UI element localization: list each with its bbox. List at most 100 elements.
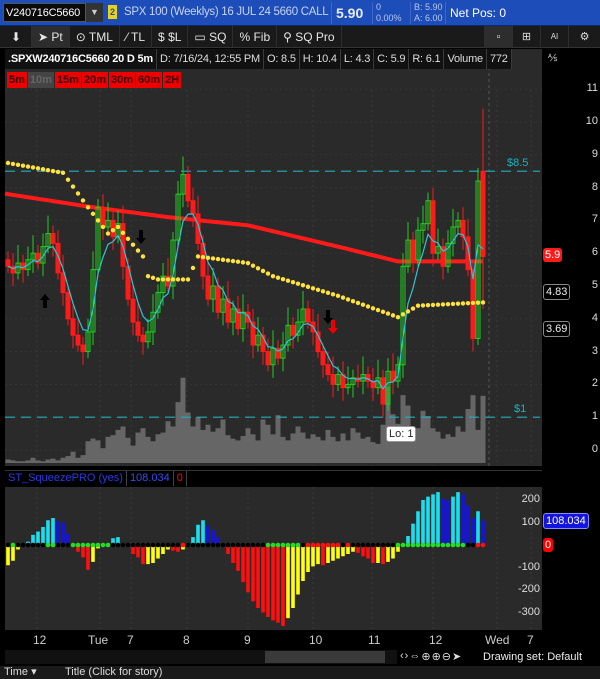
squeeze-dot: [335, 542, 341, 548]
symbol-input[interactable]: V240716C5660: [3, 3, 86, 22]
candle-down: [80, 344, 86, 353]
squeeze-bar: [416, 511, 420, 545]
squeeze-dot: [215, 542, 221, 548]
candle-down: [380, 377, 386, 405]
timeframe-60m[interactable]: 60m: [136, 72, 163, 88]
scrollbar-thumb[interactable]: [265, 651, 385, 663]
fib-button[interactable]: % Fib: [233, 26, 278, 48]
time-axis[interactable]: [5, 630, 542, 650]
dotted-average-point: [70, 184, 76, 189]
timeframe-30m[interactable]: 30m: [109, 72, 136, 88]
scroll-left-icon[interactable]: ‹: [400, 650, 404, 662]
dotted-average-point: [110, 228, 116, 233]
price-level-label[interactable]: $8.5: [507, 157, 529, 170]
squeeze-bar: [411, 523, 415, 545]
squeeze-dot: [395, 542, 401, 548]
sell-arrow-icon: [328, 320, 338, 334]
squeeze-bar: [281, 545, 285, 626]
price-level-label[interactable]: $1: [514, 403, 527, 416]
last-price: 5.90: [336, 5, 364, 21]
timeframe-15m[interactable]: 15m: [54, 72, 81, 88]
candle-up: [415, 229, 421, 261]
squeeze-bar: [156, 545, 160, 559]
squeeze-bar: [351, 545, 355, 552]
squeeze-dot: [250, 542, 256, 548]
single-layout-button[interactable]: ▫: [484, 26, 512, 48]
squeeze-bar: [461, 494, 465, 545]
candle-up: [420, 223, 426, 231]
sq-pro-label: SQ Pro: [295, 30, 335, 44]
squeeze-bar: [6, 545, 10, 566]
timeframe-5m[interactable]: 5m: [7, 72, 27, 88]
volume-bar: [285, 440, 291, 463]
squeeze-bar: [381, 545, 385, 565]
candle-up: [300, 308, 306, 323]
dotted-average-point: [185, 277, 191, 282]
volume-bar: [20, 461, 26, 463]
volume-bar: [10, 460, 16, 463]
bid: B: 5.90: [414, 2, 443, 12]
cursor-icon[interactable]: ➤: [452, 651, 462, 663]
candle-down: [460, 219, 466, 238]
dotted-average-point: [20, 163, 26, 168]
candle-up: [425, 200, 431, 225]
candle-down: [410, 239, 416, 261]
squeeze-dot: [295, 542, 301, 548]
dotted-average-point: [470, 300, 476, 306]
price-badge: 5.9: [543, 248, 563, 263]
timeframe-10m[interactable]: 10m: [27, 72, 54, 88]
pan-icon[interactable]: ⇔: [409, 650, 421, 662]
volume-bar: [145, 436, 151, 463]
volume-bar: [25, 460, 31, 463]
candle-down: [70, 318, 76, 336]
price-chart[interactable]: [5, 49, 542, 466]
crosshair-icon[interactable]: ⊕: [421, 651, 431, 663]
squeeze-dot: [200, 542, 206, 548]
candle-up: [210, 285, 216, 300]
dotted-average-point: [295, 281, 301, 286]
tml-button[interactable]: ⊙ TML: [70, 26, 120, 48]
title-column-header[interactable]: Title (Click for story): [65, 666, 163, 678]
time-column-header[interactable]: Time ▾: [4, 666, 37, 678]
pin-button[interactable]: ⬇: [5, 26, 32, 48]
volume-bar: [300, 432, 306, 463]
volume-bar: [30, 457, 36, 463]
squeeze-dot: [225, 542, 231, 548]
trendline-button[interactable]: ⁄ TL: [120, 26, 153, 48]
pointer-button[interactable]: ➤ Pt: [32, 26, 70, 48]
candle-up: [180, 173, 186, 195]
candle-down: [5, 259, 11, 267]
volume-bar: [50, 458, 56, 463]
candle-up: [445, 242, 451, 267]
square-button[interactable]: ▭ SQ: [188, 26, 234, 48]
dotted-average-point: [75, 191, 81, 196]
volume-bar: [340, 433, 346, 463]
scroll-right-icon[interactable]: ›: [404, 650, 409, 662]
pointer-icon: ➤: [38, 30, 52, 44]
dotted-average-point: [140, 254, 146, 259]
timeframe-20m[interactable]: 20m: [81, 72, 108, 88]
settings-button[interactable]: ⚙: [568, 26, 600, 48]
link-group-badge[interactable]: 2: [108, 5, 117, 19]
squeeze-dot: [480, 542, 486, 548]
squeeze-bar: [316, 545, 320, 565]
drawing-set-selector[interactable]: Drawing set: Default: [483, 651, 583, 663]
dotted-average-point: [235, 259, 241, 264]
timeframe-2H[interactable]: 2H: [163, 72, 182, 88]
volume-bar: [5, 459, 11, 463]
volume-bar: [315, 436, 321, 463]
axis-settings-icon[interactable]: ⅍: [548, 53, 558, 64]
price-level-button[interactable]: $ $L: [152, 26, 189, 48]
squeeze-dot: [285, 542, 291, 548]
ai-button[interactable]: AI: [540, 26, 568, 48]
symbol-dropdown-icon[interactable]: ▼: [86, 3, 103, 22]
squeeze-bar: [86, 545, 90, 570]
squeeze-axis[interactable]: [542, 487, 600, 630]
zoom-in-icon[interactable]: ⊕: [431, 651, 441, 663]
grid-layout-button[interactable]: ⊞: [512, 26, 540, 48]
bar-close: C: 5.9: [374, 49, 410, 69]
zoom-out-icon[interactable]: ⊖: [441, 651, 451, 663]
dotted-average-point: [380, 309, 386, 315]
sq-pro-button[interactable]: ⚲ SQ Pro: [277, 26, 342, 48]
dotted-average-point: [40, 167, 46, 172]
